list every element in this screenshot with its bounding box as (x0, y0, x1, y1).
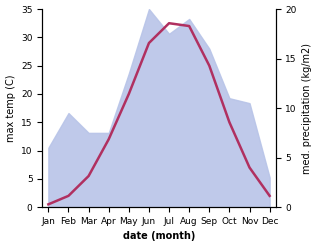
Y-axis label: med. precipitation (kg/m2): med. precipitation (kg/m2) (302, 43, 313, 174)
Y-axis label: max temp (C): max temp (C) (5, 74, 16, 142)
X-axis label: date (month): date (month) (123, 231, 195, 242)
